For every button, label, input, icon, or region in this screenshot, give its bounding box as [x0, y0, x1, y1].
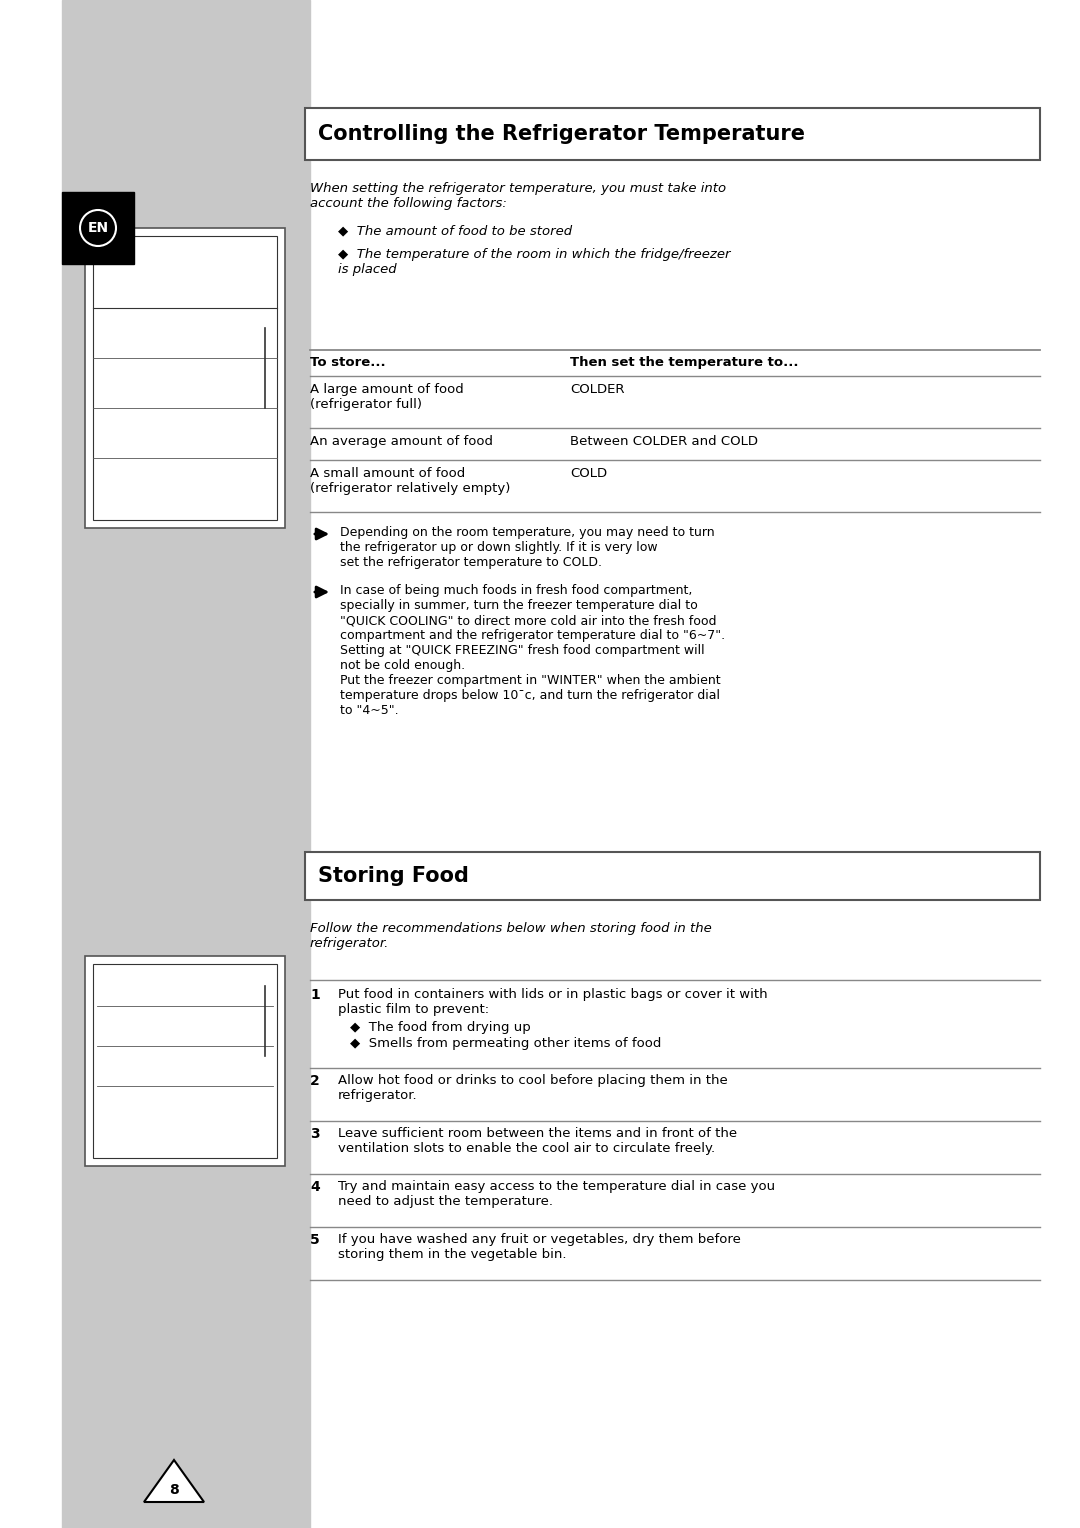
Text: To store...: To store... — [310, 356, 386, 368]
Text: 3: 3 — [310, 1128, 320, 1141]
Text: An average amount of food: An average amount of food — [310, 435, 492, 448]
Text: Between COLDER and COLD: Between COLDER and COLD — [570, 435, 758, 448]
Text: 1: 1 — [310, 989, 320, 1002]
Text: Try and maintain easy access to the temperature dial in case you
need to adjust : Try and maintain easy access to the temp… — [338, 1180, 775, 1209]
Text: Follow the recommendations below when storing food in the
refrigerator.: Follow the recommendations below when st… — [310, 921, 712, 950]
Bar — [85, 957, 285, 1166]
Text: Depending on the room temperature, you may need to turn
the refrigerator up or d: Depending on the room temperature, you m… — [340, 526, 715, 568]
Text: ◆  The temperature of the room in which the fridge/freezer
is placed: ◆ The temperature of the room in which t… — [338, 248, 730, 277]
Text: Then set the temperature to...: Then set the temperature to... — [570, 356, 798, 368]
Text: If you have washed any fruit or vegetables, dry them before
storing them in the : If you have washed any fruit or vegetabl… — [338, 1233, 741, 1261]
Text: Controlling the Refrigerator Temperature: Controlling the Refrigerator Temperature — [318, 124, 805, 144]
Bar — [305, 108, 1040, 160]
Polygon shape — [144, 1459, 204, 1502]
Text: 5: 5 — [310, 1233, 320, 1247]
Text: ◆  The food from drying up: ◆ The food from drying up — [350, 1021, 530, 1034]
Text: Leave sufficient room between the items and in front of the
ventilation slots to: Leave sufficient room between the items … — [338, 1128, 738, 1155]
Text: When setting the refrigerator temperature, you must take into
account the follow: When setting the refrigerator temperatur… — [310, 182, 726, 209]
Text: ◆  The amount of food to be stored: ◆ The amount of food to be stored — [338, 225, 572, 237]
Bar — [85, 228, 285, 529]
Text: Allow hot food or drinks to cool before placing them in the
refrigerator.: Allow hot food or drinks to cool before … — [338, 1074, 728, 1102]
Text: COLDER: COLDER — [570, 384, 624, 396]
Text: COLD: COLD — [570, 468, 607, 480]
Bar — [62, 0, 310, 1528]
Text: 2: 2 — [310, 1074, 320, 1088]
Text: Put food in containers with lids or in plastic bags or cover it with
plastic fil: Put food in containers with lids or in p… — [338, 989, 768, 1016]
Text: ◆  Smells from permeating other items of food: ◆ Smells from permeating other items of … — [350, 1038, 661, 1051]
Bar — [305, 853, 1040, 900]
Text: In case of being much foods in fresh food compartment,
specially in summer, turn: In case of being much foods in fresh foo… — [340, 584, 725, 717]
Bar — [93, 964, 276, 1158]
Text: 4: 4 — [310, 1180, 320, 1193]
Text: A small amount of food
(refrigerator relatively empty): A small amount of food (refrigerator rel… — [310, 468, 511, 495]
Bar — [62, 193, 134, 264]
Bar — [93, 235, 276, 520]
Text: A large amount of food
(refrigerator full): A large amount of food (refrigerator ful… — [310, 384, 463, 411]
Text: 8: 8 — [170, 1484, 179, 1497]
Text: EN: EN — [87, 222, 109, 235]
Text: Storing Food: Storing Food — [318, 866, 469, 886]
